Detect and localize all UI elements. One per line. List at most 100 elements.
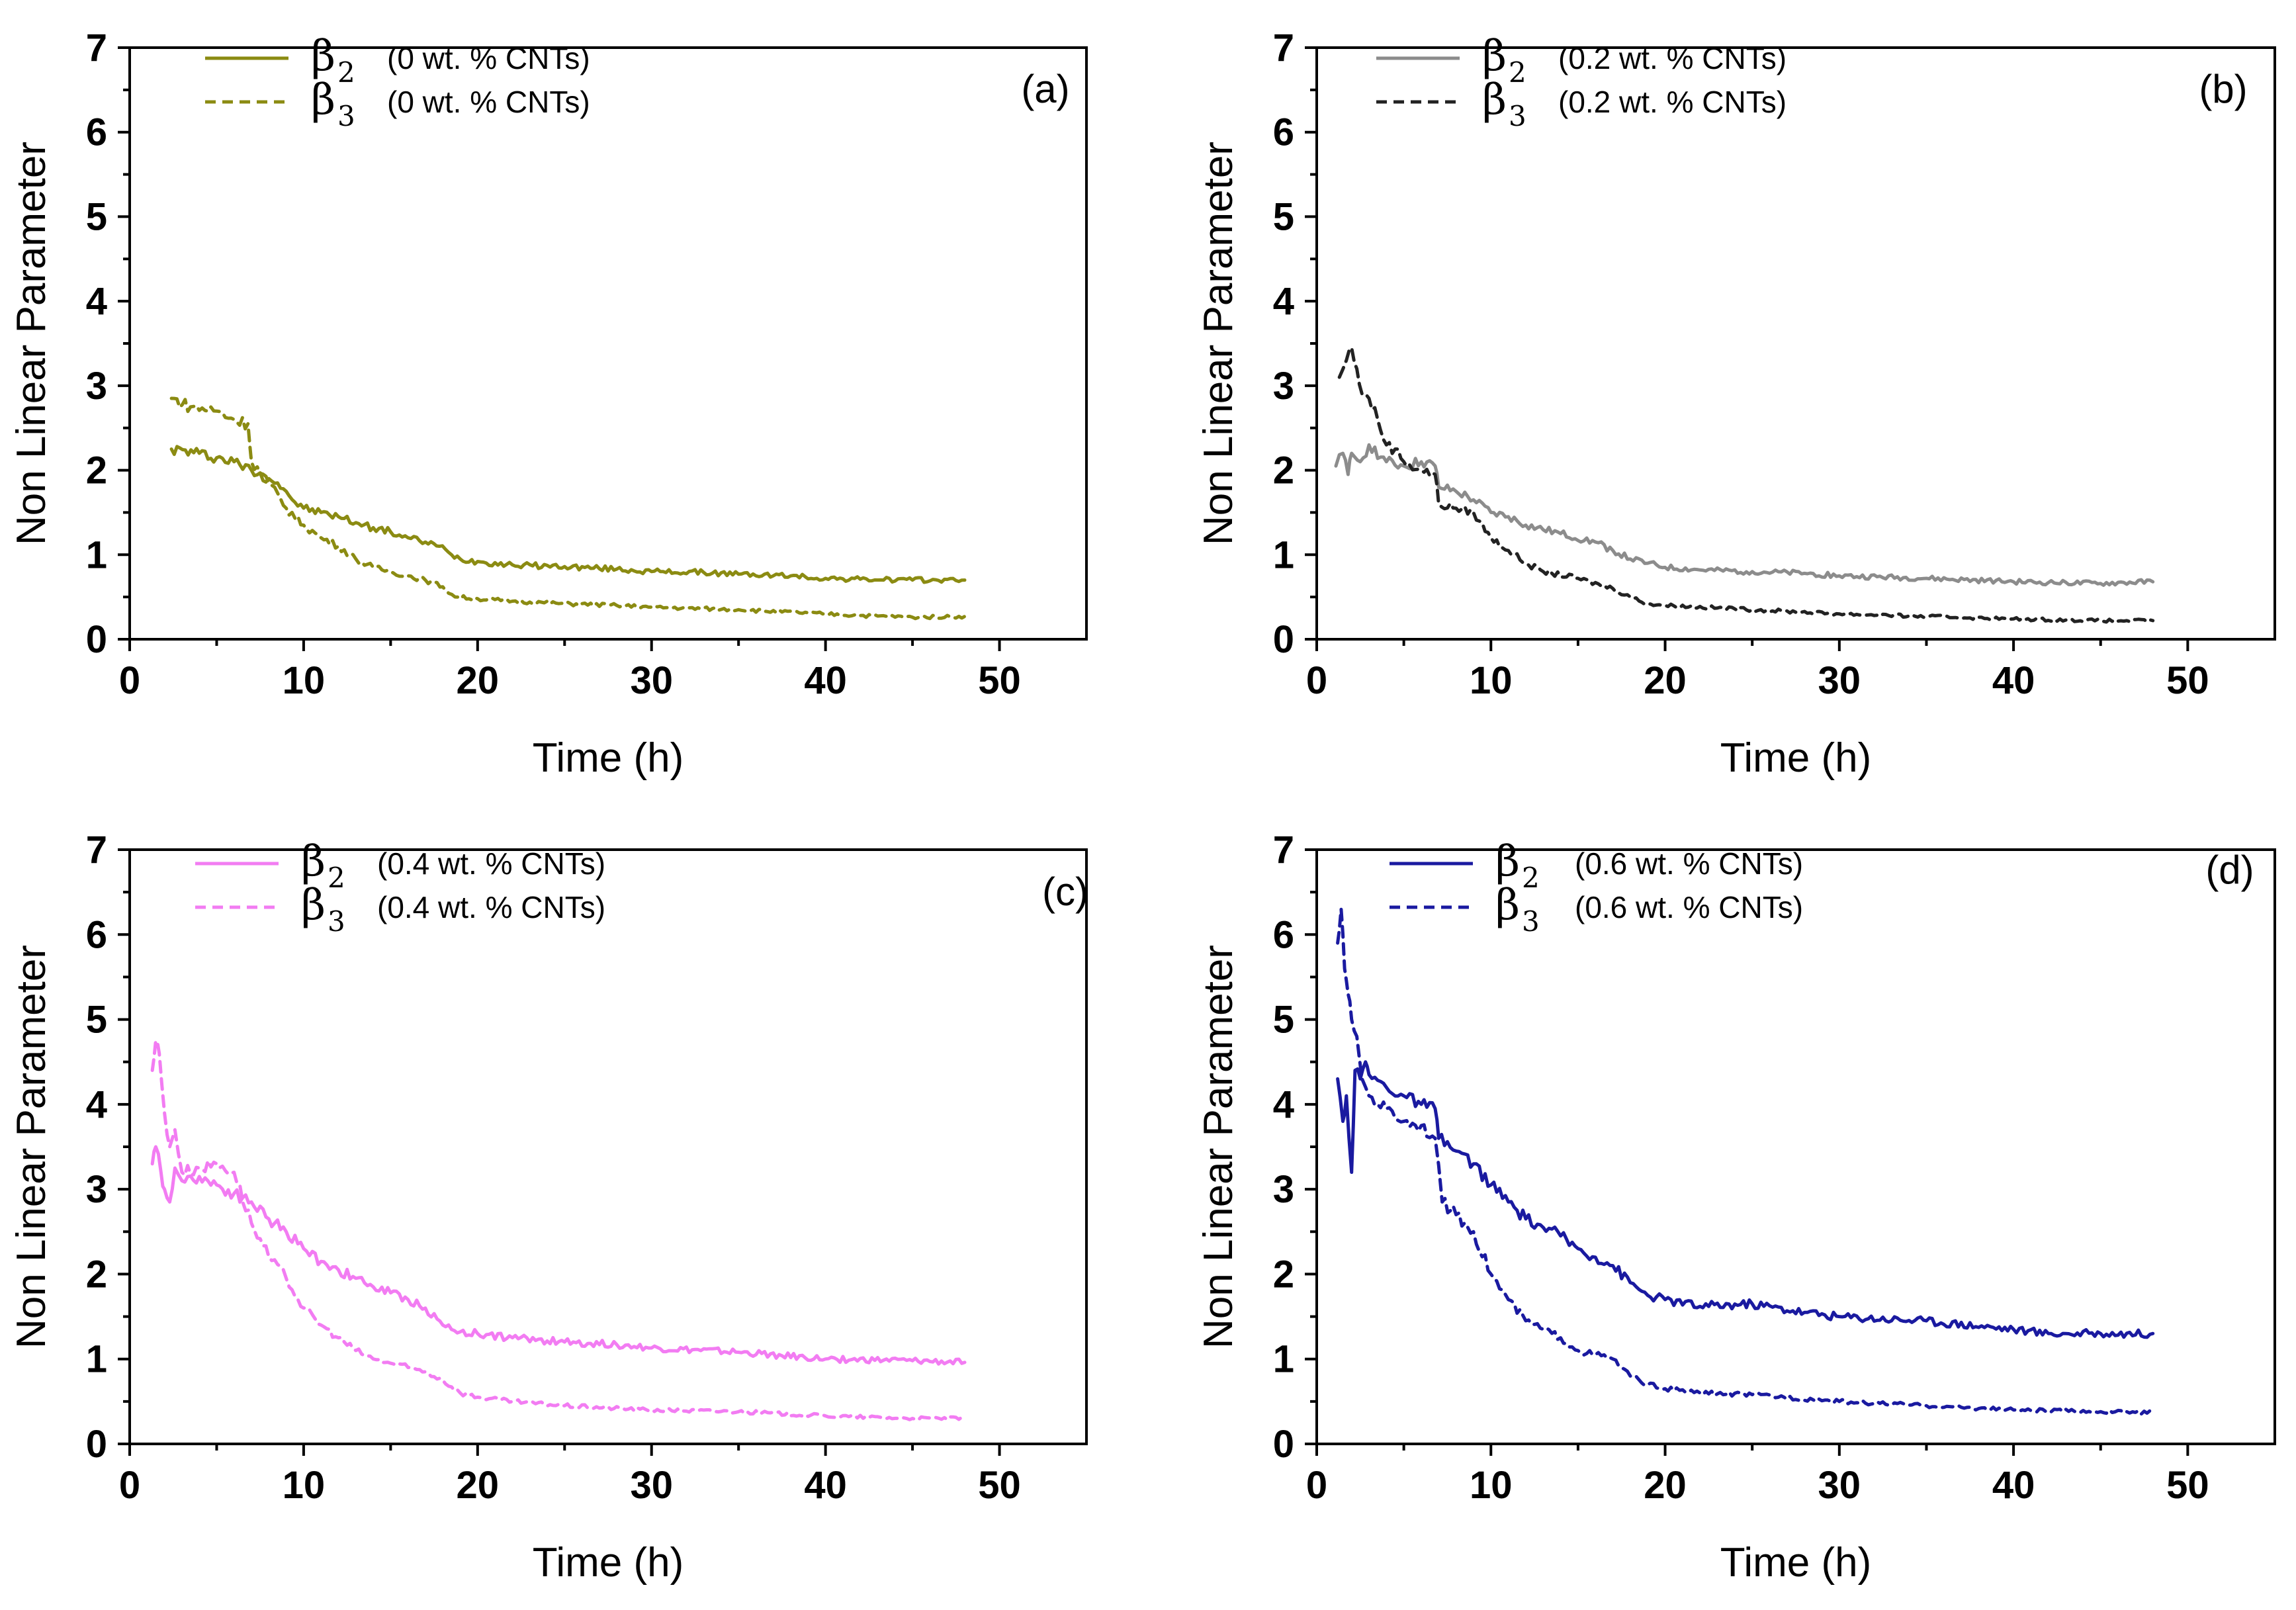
x-tick-label: 20 <box>1644 659 1687 702</box>
legend-subscript: 3 <box>1509 100 1526 132</box>
chart-panel: 0 10 20 30 40 50 0 1 2 3 4 5 6 7 Time (h) Non Linear Pa… <box>1196 828 2276 1586</box>
y-tick-label: 4 <box>1273 280 1294 323</box>
legend-subscript: 3 <box>1522 905 1540 938</box>
chart-panel: 0 10 20 30 40 50 0 1 2 3 4 5 6 7 Time (h) Non Linear Pa… <box>1196 26 2276 781</box>
y-tick-label: 3 <box>1273 1168 1294 1211</box>
y-tick-label: 5 <box>1273 195 1294 238</box>
panel-label: (d) <box>2205 848 2254 892</box>
legend-condition: (0.2 wt. % CNTs) <box>1558 85 1787 119</box>
y-tick-label: 4 <box>86 280 107 323</box>
y-tick-label: 5 <box>1273 999 1294 1042</box>
x-tick-label: 10 <box>1470 1464 1513 1507</box>
y-tick-label: 4 <box>86 1083 107 1126</box>
legend-symbol: β <box>301 881 326 930</box>
legend: β 2 (0.4 wt. % CNTs) β 3 (0.4 wt. % CNTs) <box>195 837 605 938</box>
legend-subscript: 3 <box>328 905 345 938</box>
y-tick-label: 4 <box>1273 1083 1294 1126</box>
x-tick-label: 40 <box>1992 1464 2035 1507</box>
x-tick-label: 50 <box>978 659 1021 702</box>
series-line-β2 <box>169 445 967 584</box>
x-tick-label: 50 <box>978 1464 1021 1507</box>
y-tick-label: 2 <box>1273 1253 1294 1296</box>
y-tick-label: 3 <box>86 1168 107 1211</box>
legend-condition: (0.2 wt. % CNTs) <box>1558 41 1787 75</box>
chart-panel: 0 10 20 30 40 50 0 1 2 3 4 5 6 7 Time (h) Non Linear Pa… <box>9 26 1088 781</box>
series-line-β3 <box>1336 907 2155 1416</box>
series-line-β3 <box>150 1039 967 1422</box>
x-tick-label: 0 <box>1306 1464 1327 1507</box>
legend-symbol: β <box>301 837 326 886</box>
y-axis-title: Non Linear Parameter <box>9 142 54 545</box>
legend-subscript: 2 <box>1522 862 1540 894</box>
x-tick-label: 10 <box>1470 659 1513 702</box>
y-tick-label: 5 <box>86 195 107 238</box>
y-tick-label: 3 <box>1273 365 1294 408</box>
x-tick-label: 50 <box>2166 1464 2209 1507</box>
y-tick-label: 1 <box>86 533 107 576</box>
x-tick-label: 40 <box>804 659 847 702</box>
legend-condition: (0.6 wt. % CNTs) <box>1575 890 1803 924</box>
panel-label: (a) <box>1021 67 1069 111</box>
legend-symbol: β <box>1495 837 1520 886</box>
y-tick-label: 0 <box>86 1423 107 1466</box>
y-tick-label: 0 <box>1273 618 1294 661</box>
y-tick-label: 7 <box>1273 828 1294 872</box>
legend-subscript: 3 <box>337 100 355 132</box>
legend-symbol: β <box>1482 75 1507 124</box>
legend: β 2 (0.6 wt. % CNTs) β 3 (0.6 wt. % CNTs) <box>1390 837 1803 938</box>
x-tick-label: 0 <box>119 1464 140 1507</box>
x-axis-title: Time (h) <box>533 735 684 781</box>
legend-condition: (0.6 wt. % CNTs) <box>1575 846 1803 881</box>
x-axis-title: Time (h) <box>1720 735 1871 781</box>
legend-condition: (0.4 wt. % CNTs) <box>377 846 605 881</box>
y-axis-title: Non Linear Parameter <box>1196 945 1241 1349</box>
legend-symbol: β <box>1495 881 1520 930</box>
legend: β 2 (0 wt. % CNTs) β 3 (0 wt. % CNTs) <box>205 32 590 132</box>
panel-label: (c) <box>1042 870 1088 914</box>
x-tick-label: 40 <box>804 1464 847 1507</box>
y-axis-title: Non Linear Parameter <box>9 945 54 1349</box>
y-tick-label: 7 <box>86 26 107 69</box>
panel-label: (b) <box>2199 67 2247 111</box>
y-tick-label: 2 <box>1273 449 1294 492</box>
y-tick-label: 6 <box>1273 111 1294 154</box>
y-tick-label: 2 <box>86 449 107 492</box>
y-tick-label: 0 <box>86 618 107 661</box>
plot-frame <box>128 46 1088 641</box>
y-tick-label: 6 <box>86 913 107 956</box>
x-tick-label: 30 <box>1818 1464 1861 1507</box>
y-tick-label: 5 <box>86 999 107 1042</box>
y-tick-label: 7 <box>86 828 107 872</box>
x-tick-label: 40 <box>1992 659 2035 702</box>
y-tick-label: 1 <box>86 1338 107 1381</box>
x-axis-title: Time (h) <box>533 1540 684 1586</box>
x-tick-label: 50 <box>2166 659 2209 702</box>
plot-frame <box>1315 848 2276 1445</box>
legend-symbol: β <box>1482 32 1507 81</box>
x-tick-label: 30 <box>630 1464 673 1507</box>
y-tick-label: 1 <box>1273 1338 1294 1381</box>
x-tick-label: 20 <box>457 1464 500 1507</box>
series-line-β3 <box>1337 345 2155 624</box>
x-tick-label: 20 <box>1644 1464 1687 1507</box>
y-tick-label: 6 <box>1273 913 1294 956</box>
plot-frame <box>128 848 1088 1445</box>
legend-symbol: β <box>311 32 335 81</box>
legend: β 2 (0.2 wt. % CNTs) β 3 (0.2 wt. % CNTs) <box>1376 32 1787 132</box>
y-tick-label: 0 <box>1273 1423 1294 1466</box>
y-axis-title: Non Linear Parameter <box>1196 142 1241 545</box>
y-tick-label: 2 <box>86 1253 107 1296</box>
legend-subscript: 2 <box>1509 56 1526 89</box>
y-tick-label: 1 <box>1273 533 1294 576</box>
legend-condition: (0.4 wt. % CNTs) <box>377 890 605 924</box>
x-tick-label: 0 <box>119 659 140 702</box>
legend-subscript: 2 <box>337 56 355 89</box>
series-line-β2 <box>1334 443 2155 587</box>
x-tick-label: 0 <box>1306 659 1327 702</box>
x-tick-label: 30 <box>630 659 673 702</box>
y-tick-label: 7 <box>1273 26 1294 69</box>
y-tick-label: 3 <box>86 365 107 408</box>
series-line-β2 <box>1336 1060 2155 1339</box>
x-tick-label: 10 <box>283 659 326 702</box>
